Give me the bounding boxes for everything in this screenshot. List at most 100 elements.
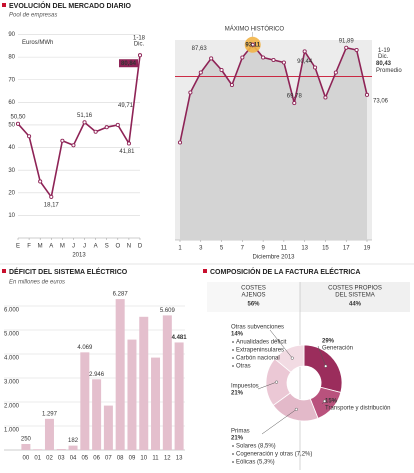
point xyxy=(209,56,214,61)
x-tick-label: A xyxy=(49,244,53,250)
y-tick-label: 20 xyxy=(8,190,15,196)
point xyxy=(15,121,21,126)
x-tick-label: 9 xyxy=(261,246,265,252)
annotation: 1-18 xyxy=(133,36,146,42)
segment-label: Transporte y distribución xyxy=(325,406,390,412)
value-label: 250 xyxy=(21,437,32,443)
group-header xyxy=(300,282,410,312)
bullet-dot xyxy=(232,461,234,463)
group-share: 56% xyxy=(247,302,260,308)
section-title: EVOLUCIÓN DEL MERCADO DIARIO xyxy=(9,1,132,10)
x-tick-label: 09 xyxy=(129,456,136,462)
section-icon xyxy=(2,3,6,7)
x-tick-label: 07 xyxy=(105,456,112,462)
point xyxy=(82,120,87,125)
point xyxy=(219,67,224,73)
segment-value: 29% xyxy=(322,339,335,345)
section-subtitle: Pool de empresas xyxy=(9,13,57,19)
value-label: 18,17 xyxy=(44,202,60,208)
value-label: 4.481 xyxy=(172,335,188,341)
bar xyxy=(115,299,125,450)
x-tick-label: M xyxy=(38,244,43,250)
value-label: 69,78 xyxy=(287,94,303,100)
group-name: COSTES xyxy=(241,286,266,292)
point xyxy=(292,101,297,106)
point xyxy=(271,57,276,63)
bar xyxy=(92,379,102,450)
point xyxy=(137,53,143,58)
x-tick-label: N xyxy=(127,244,131,250)
average-label: 80,43 xyxy=(376,61,392,67)
value-label: 41,81 xyxy=(119,149,135,155)
point xyxy=(344,45,349,50)
x-tick-label: 08 xyxy=(117,456,124,462)
value-label: 93,11 xyxy=(245,43,260,49)
segment-label: Impuestos xyxy=(231,384,259,390)
line xyxy=(17,55,141,198)
leader-line xyxy=(261,409,297,435)
value-label: 91,89 xyxy=(339,38,355,44)
value-label: 73,06 xyxy=(373,98,389,104)
x-tick-label: 03 xyxy=(58,456,65,462)
point xyxy=(115,122,120,128)
value-label: 5.609 xyxy=(160,308,176,314)
point xyxy=(177,140,183,145)
average-name: Promedio xyxy=(376,68,402,74)
bar xyxy=(151,357,161,450)
y-tick-label: 90 xyxy=(8,32,15,38)
bullet-item: Cogeneración y otras (7,2%) xyxy=(236,452,312,458)
point xyxy=(49,194,54,199)
value-label: 6.287 xyxy=(113,292,129,298)
group-name: AJENOS xyxy=(241,293,265,299)
point xyxy=(354,47,359,53)
y-tick-label: 80 xyxy=(8,55,15,61)
bullet-dot xyxy=(232,453,234,455)
point xyxy=(323,95,328,100)
bullet-item: Solares (8,5%) xyxy=(236,444,276,450)
point xyxy=(38,179,43,184)
value-label: 80,84 xyxy=(121,61,137,67)
x-tick-label: 00 xyxy=(23,456,30,462)
bar xyxy=(103,405,113,450)
segment-label: Generación xyxy=(322,346,353,352)
bar xyxy=(56,449,66,450)
average-note: Dic. xyxy=(378,54,389,60)
x-axis-label: 2013 xyxy=(72,253,86,259)
point xyxy=(71,143,76,148)
value-label: 50,50 xyxy=(10,114,26,120)
section-subtitle: En millones de euros xyxy=(9,280,65,286)
group-share: 44% xyxy=(349,302,362,308)
value-label: 87,63 xyxy=(192,46,208,52)
x-axis-label: Diciembre 2013 xyxy=(252,255,295,261)
section-icon xyxy=(203,269,207,273)
y-tick-label: 1.000 xyxy=(4,428,20,434)
value-label: 90,44 xyxy=(297,59,313,65)
x-tick-label: 1 xyxy=(178,246,182,252)
bullet-dot xyxy=(232,365,234,367)
y-axis-label: Euros/MWh xyxy=(22,40,53,46)
x-tick-label: 5 xyxy=(220,246,224,252)
bar xyxy=(33,449,43,450)
leader-dot xyxy=(294,407,298,411)
x-tick-label: 12 xyxy=(164,456,171,462)
point xyxy=(240,55,245,60)
highlight-label: MÁXIMO HISTÓRICO xyxy=(225,26,285,33)
value-label: 51,16 xyxy=(77,113,93,119)
annotation: Dic. xyxy=(134,42,145,48)
value-label: 1.297 xyxy=(42,411,58,417)
section-title: DÉFICIT DEL SISTEMA ELÉCTRICO xyxy=(9,267,128,276)
x-tick-label: O xyxy=(115,244,120,250)
bar xyxy=(44,418,54,450)
x-tick-label: J xyxy=(83,244,86,250)
x-tick-label: 3 xyxy=(199,246,203,252)
group-name: DEL SISTEMA xyxy=(335,293,374,299)
x-tick-label: 11 xyxy=(281,246,288,252)
point xyxy=(126,141,131,146)
bar xyxy=(139,316,149,450)
point xyxy=(281,60,286,65)
bullet-item: Eólicas (5,3%) xyxy=(236,460,275,466)
y-tick-label: 70 xyxy=(8,77,15,83)
x-tick-label: 11 xyxy=(152,456,159,462)
point xyxy=(198,70,203,75)
